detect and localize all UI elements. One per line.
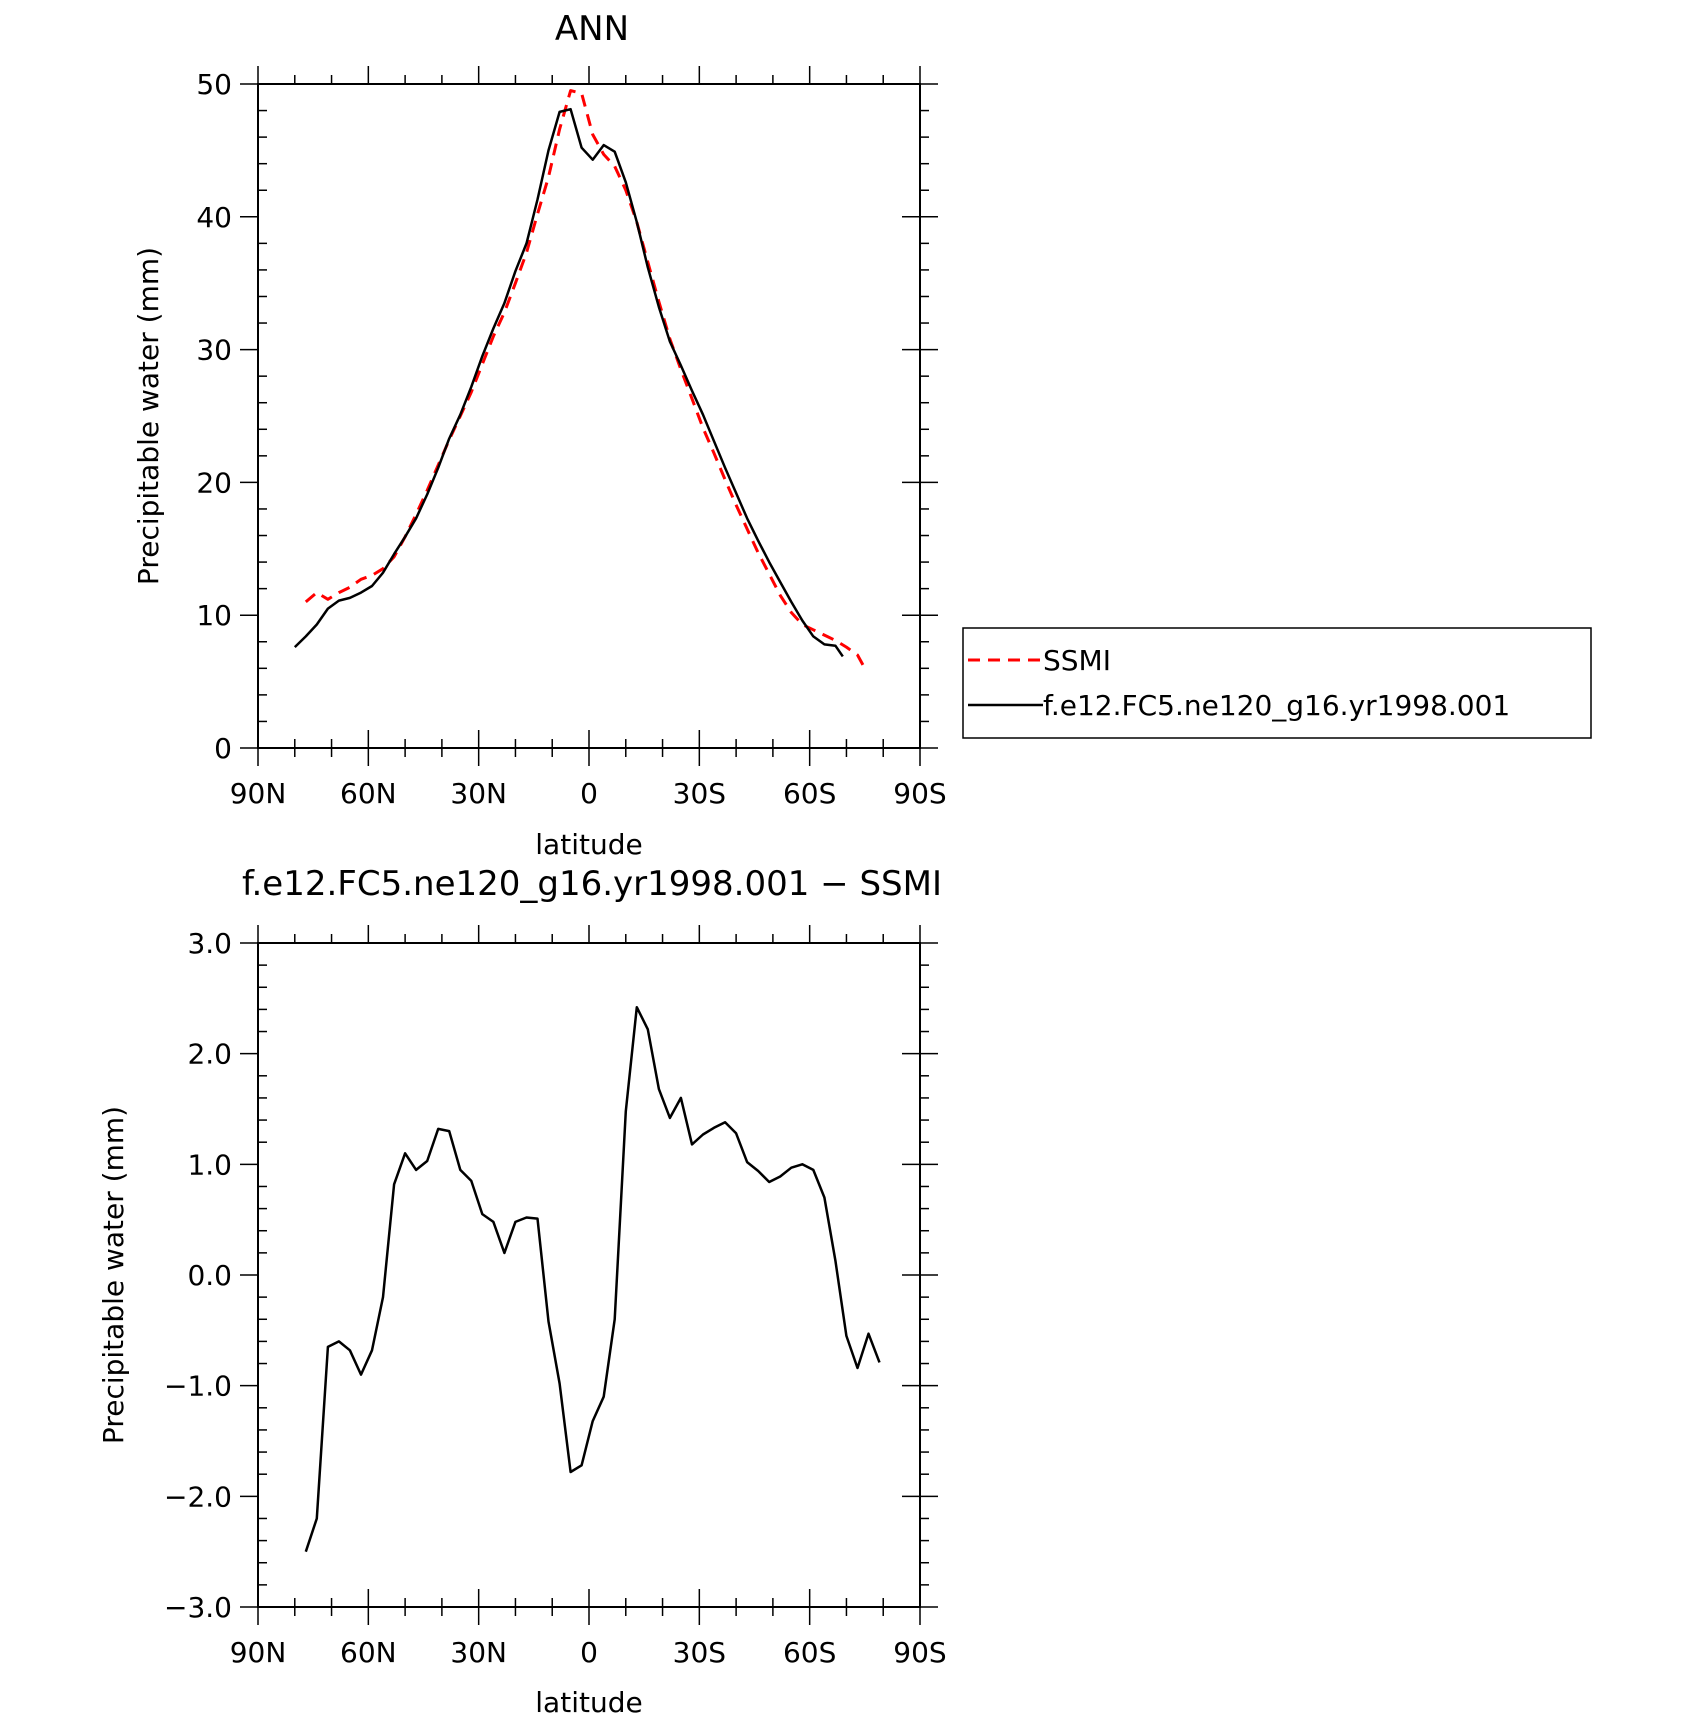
top-y-tick-labels: 0 10 20 30 40 50 — [196, 68, 232, 765]
bottom-y-tick-label: 2.0 — [187, 1038, 232, 1071]
bottom-axes-ticks — [240, 925, 938, 1625]
bottom-y-tick-label: 0.0 — [187, 1259, 232, 1292]
bottom-x-tick-label: 90S — [893, 1636, 946, 1669]
top-panel: ANN 90N 60N 30N 0 30S 60S 90S 0 10 20 30 40 50 lati… — [132, 9, 947, 861]
bottom-x-tick-label: 30S — [673, 1636, 726, 1669]
bottom-x-tick-label: 0 — [580, 1636, 598, 1669]
top-y-tick-label: 50 — [196, 68, 232, 101]
top-series-line-model — [293, 107, 844, 658]
top-axes-ticks — [240, 66, 938, 766]
bottom-x-tick-label: 60N — [340, 1636, 397, 1669]
top-y-tick-label: 30 — [196, 334, 232, 367]
bottom-panel: f.e12.FC5.ne120_g16.yr1998.001 − SSMI 90… — [97, 864, 947, 1719]
top-x-axis-label: latitude — [535, 828, 642, 861]
top-x-tick-label: 0 — [580, 777, 598, 810]
legend-label-model: f.e12.FC5.ne120_g16.yr1998.001 — [1043, 689, 1510, 722]
bottom-x-tick-labels: 90N 60N 30N 0 30S 60S 90S — [230, 1636, 947, 1669]
bottom-x-tick-label: 90N — [230, 1636, 287, 1669]
top-y-tick-label: 10 — [196, 599, 232, 632]
top-x-tick-label: 30N — [450, 777, 507, 810]
bottom-plot-frame — [257, 942, 921, 1608]
bottom-y-tick-label: −1.0 — [164, 1370, 232, 1403]
top-x-tick-label: 60S — [783, 777, 836, 810]
top-y-tick-label: 0 — [214, 732, 232, 765]
bottom-data-lines — [304, 1005, 881, 1553]
top-chart-title: ANN — [555, 9, 629, 49]
bottom-y-tick-label: −3.0 — [164, 1591, 232, 1624]
top-series-line-ssmi — [304, 89, 867, 670]
legend-box — [962, 627, 1592, 739]
bottom-y-tick-label: 1.0 — [187, 1148, 232, 1181]
bottom-y-tick-labels: −3.0 −2.0 −1.0 0.0 1.0 2.0 3.0 — [164, 927, 232, 1624]
top-x-tick-label: 90S — [893, 777, 946, 810]
top-x-tick-label: 60N — [340, 777, 397, 810]
bottom-y-tick-label: 3.0 — [187, 927, 232, 960]
top-x-tick-label: 90N — [230, 777, 287, 810]
top-data-lines — [293, 89, 867, 670]
bottom-y-tick-label: −2.0 — [164, 1480, 232, 1513]
top-x-tick-label: 30S — [673, 777, 726, 810]
top-y-axis-label: Precipitable water (mm) — [132, 247, 165, 585]
bottom-x-axis-label: latitude — [535, 1686, 642, 1719]
top-x-tick-labels: 90N 60N 30N 0 30S 60S 90S — [230, 777, 947, 810]
bottom-x-tick-label: 30N — [450, 1636, 507, 1669]
bottom-x-tick-label: 60S — [783, 1636, 836, 1669]
legend: SSMI f.e12.FC5.ne120_g16.yr1998.001 — [962, 627, 1592, 739]
bottom-chart-title: f.e12.FC5.ne120_g16.yr1998.001 − SSMI — [242, 864, 942, 904]
bottom-series-line-diff — [304, 1005, 881, 1553]
top-y-tick-label: 20 — [196, 466, 232, 499]
legend-label-ssmi: SSMI — [1043, 644, 1111, 677]
bottom-y-axis-label: Precipitable water (mm) — [97, 1106, 130, 1444]
top-y-tick-label: 40 — [196, 201, 232, 234]
top-plot-frame — [257, 83, 921, 749]
